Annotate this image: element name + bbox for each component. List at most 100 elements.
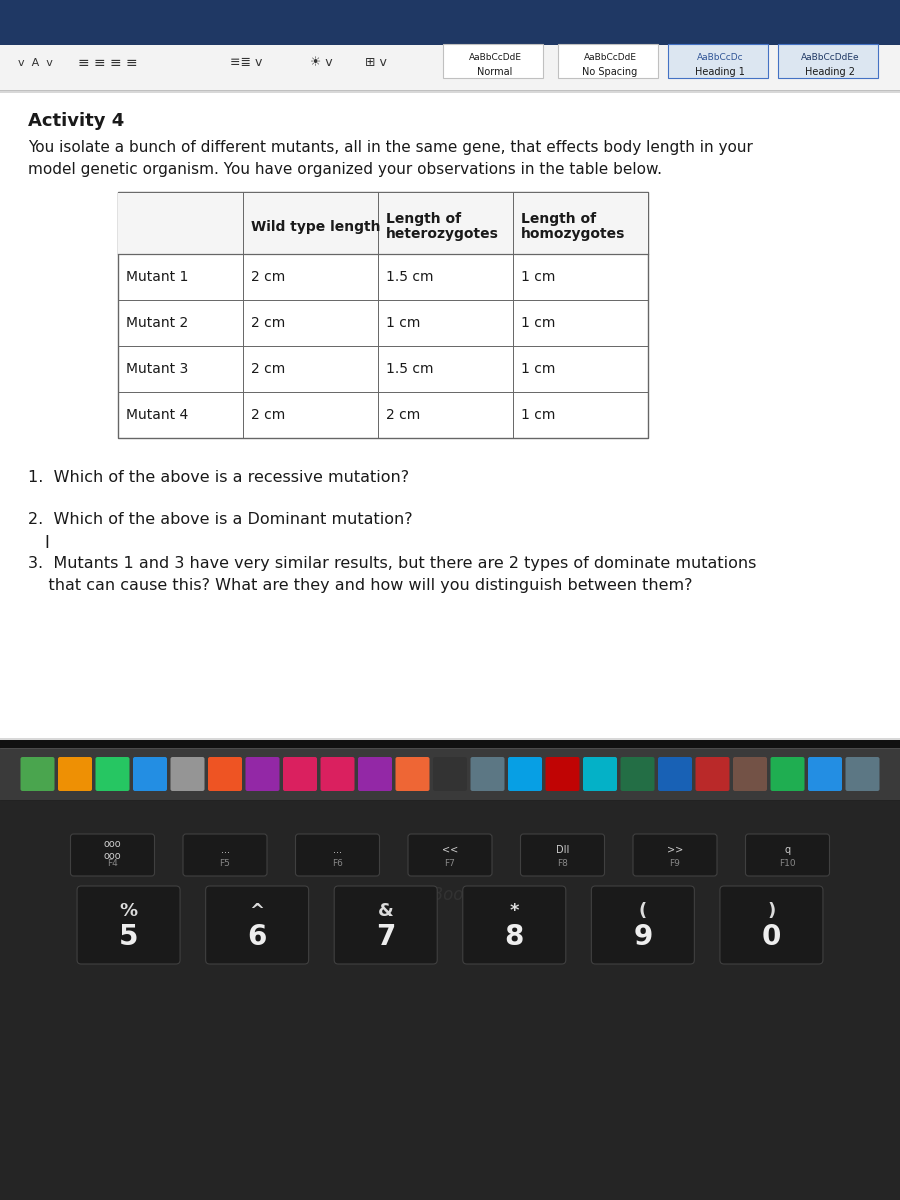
Text: DII: DII [556, 845, 569, 854]
Text: F7: F7 [445, 858, 455, 868]
Text: 1 cm: 1 cm [386, 316, 420, 330]
FancyBboxPatch shape [408, 834, 492, 876]
FancyBboxPatch shape [58, 757, 92, 791]
Text: 8: 8 [505, 923, 524, 950]
FancyBboxPatch shape [433, 757, 467, 791]
Text: 1 cm: 1 cm [521, 270, 555, 284]
Text: &: & [378, 902, 393, 920]
Text: (: ( [639, 902, 647, 920]
Text: AaBbCcDdE: AaBbCcDdE [469, 54, 521, 62]
Text: 7: 7 [376, 923, 395, 950]
Text: ⊞ v: ⊞ v [365, 56, 387, 70]
Text: 1 cm: 1 cm [521, 408, 555, 422]
Text: 1 cm: 1 cm [521, 316, 555, 330]
Text: Mutant 3: Mutant 3 [126, 362, 188, 376]
Text: ...: ... [220, 845, 230, 854]
Text: heterozygotes: heterozygotes [386, 227, 499, 241]
FancyBboxPatch shape [545, 757, 580, 791]
FancyBboxPatch shape [808, 757, 842, 791]
Text: 2 cm: 2 cm [251, 408, 285, 422]
Text: F4: F4 [107, 858, 118, 868]
Bar [558, 44, 658, 78]
Bar [0, 0, 900, 44]
Text: >>: >> [667, 845, 683, 854]
Text: 3.  Mutants 1 and 3 have very similar results, but there are 2 types of dominate: 3. Mutants 1 and 3 have very similar res… [28, 556, 756, 571]
FancyBboxPatch shape [246, 757, 280, 791]
Bar [0, 800, 900, 1200]
Text: Normal: Normal [477, 67, 513, 77]
Text: AaBbCcDdE: AaBbCcDdE [583, 54, 636, 62]
FancyBboxPatch shape [70, 834, 155, 876]
Text: 0: 0 [761, 923, 781, 950]
Bar [668, 44, 768, 78]
FancyBboxPatch shape [620, 757, 654, 791]
Text: F10: F10 [779, 858, 796, 868]
Text: 1.5 cm: 1.5 cm [386, 270, 434, 284]
Text: Heading 1: Heading 1 [695, 67, 745, 77]
Text: 2 cm: 2 cm [251, 362, 285, 376]
FancyBboxPatch shape [21, 757, 55, 791]
Text: that can cause this? What are they and how will you distinguish between them?: that can cause this? What are they and h… [28, 578, 692, 593]
Text: 9: 9 [634, 923, 652, 950]
Text: AaBbCcDc: AaBbCcDc [697, 54, 743, 62]
Text: Wild type length: Wild type length [251, 220, 381, 234]
FancyBboxPatch shape [358, 757, 392, 791]
Bar [0, 740, 900, 748]
FancyBboxPatch shape [720, 886, 823, 964]
Text: v  A  v: v A v [18, 58, 53, 68]
Bar [0, 0, 900, 740]
Text: model genetic organism. You have organized your observations in the table below.: model genetic organism. You have organiz… [28, 162, 662, 176]
Text: Length of: Length of [521, 212, 596, 226]
FancyBboxPatch shape [133, 757, 167, 791]
Text: You isolate a bunch of different mutants, all in the same gene, that effects bod: You isolate a bunch of different mutants… [28, 140, 753, 155]
Text: ≡ ≡ ≡ ≡: ≡ ≡ ≡ ≡ [78, 56, 138, 70]
Text: 6: 6 [248, 923, 266, 950]
FancyBboxPatch shape [733, 757, 767, 791]
Text: 1 cm: 1 cm [521, 362, 555, 376]
Bar [778, 44, 878, 78]
Text: *: * [509, 902, 519, 920]
Text: Mutant 1: Mutant 1 [126, 270, 188, 284]
Text: ≡≣ v: ≡≣ v [230, 56, 263, 70]
Text: F8: F8 [557, 858, 568, 868]
Text: 5: 5 [119, 923, 139, 950]
Bar [0, 44, 900, 90]
FancyBboxPatch shape [770, 757, 805, 791]
FancyBboxPatch shape [508, 757, 542, 791]
Text: AaBbCcDdEe: AaBbCcDdEe [801, 54, 860, 62]
Text: F5: F5 [220, 858, 230, 868]
Text: F9: F9 [670, 858, 680, 868]
Text: F6: F6 [332, 858, 343, 868]
FancyBboxPatch shape [205, 886, 309, 964]
Text: ): ) [768, 902, 776, 920]
Bar [0, 748, 900, 800]
Text: ^: ^ [249, 902, 265, 920]
Text: ooo
ooo: ooo ooo [104, 839, 122, 860]
Text: MacBook Air: MacBook Air [399, 886, 501, 904]
FancyBboxPatch shape [77, 886, 180, 964]
Text: Mutant 4: Mutant 4 [126, 408, 188, 422]
FancyBboxPatch shape [583, 757, 617, 791]
Text: Length of: Length of [386, 212, 461, 226]
Text: Heading 2: Heading 2 [805, 67, 855, 77]
FancyBboxPatch shape [520, 834, 605, 876]
FancyBboxPatch shape [463, 886, 566, 964]
FancyBboxPatch shape [208, 757, 242, 791]
Bar [443, 44, 543, 78]
Text: I: I [44, 534, 49, 552]
Text: %: % [120, 902, 138, 920]
FancyBboxPatch shape [696, 757, 730, 791]
Text: homozygotes: homozygotes [521, 227, 625, 241]
Text: No Spacing: No Spacing [582, 67, 637, 77]
Text: ...: ... [333, 845, 342, 854]
Bar [118, 192, 648, 438]
FancyBboxPatch shape [334, 886, 437, 964]
FancyBboxPatch shape [471, 757, 505, 791]
FancyBboxPatch shape [658, 757, 692, 791]
Bar [0, 740, 900, 1200]
Text: Activity 4: Activity 4 [28, 112, 124, 130]
FancyBboxPatch shape [283, 757, 317, 791]
FancyBboxPatch shape [845, 757, 879, 791]
Bar [0, 91, 900, 740]
Bar [0, 92, 900, 738]
